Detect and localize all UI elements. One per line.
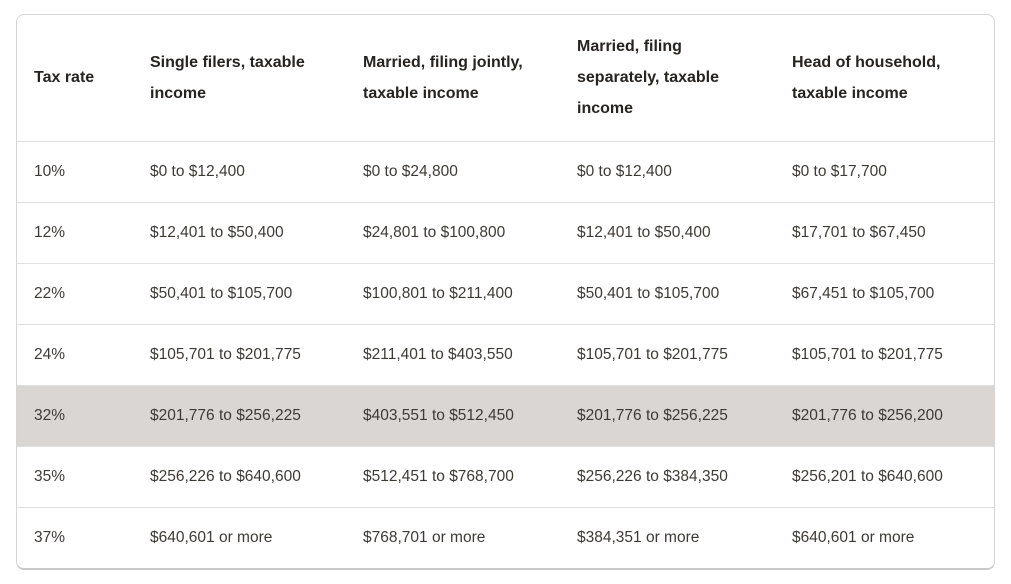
- income-range-cell: $0 to $17,700: [775, 140, 994, 202]
- income-range-cell: $256,226 to $384,350: [560, 445, 775, 507]
- table-row: 12% $12,401 to $50,400 $24,801 to $100,800…: [17, 201, 994, 263]
- income-range-cell: $201,776 to $256,200: [775, 384, 994, 446]
- tax-rate-cell: 24%: [17, 323, 133, 385]
- tax-rate-cell: 35%: [17, 445, 133, 507]
- income-range-cell: $50,401 to $105,700: [560, 262, 775, 324]
- income-range-cell: $50,401 to $105,700: [133, 262, 346, 324]
- table-row: 24% $105,701 to $201,775 $211,401 to $403,…: [17, 323, 994, 385]
- income-range-cell: $17,701 to $67,450: [775, 201, 994, 263]
- table-row: 32% $201,776 to $256,225 $403,551 to $512,…: [17, 384, 994, 446]
- column-header: Single filers, taxable income: [150, 53, 305, 102]
- income-range-cell: $640,601 or more: [775, 506, 994, 568]
- income-range-cell: $105,701 to $201,775: [775, 323, 994, 385]
- income-range-cell: $12,401 to $50,400: [560, 201, 775, 263]
- table-body: 10% $0 to $12,400 $0 to $24,800 $0 to $12,4…: [17, 140, 994, 568]
- tax-rate-cell: 10%: [17, 140, 133, 202]
- income-range-cell: $0 to $12,400: [133, 140, 346, 202]
- income-range-cell: $768,701 or more: [346, 506, 560, 568]
- column-header: Married, filing separately, taxable inco…: [577, 38, 720, 118]
- table-row: 37% $640,601 or more $768,701 or more $384,…: [17, 506, 994, 568]
- column-header: Head of household, taxable income: [792, 53, 941, 102]
- income-range-cell: $0 to $24,800: [346, 140, 560, 202]
- income-range-cell: $256,226 to $640,600: [133, 445, 346, 507]
- income-range-cell: $201,776 to $256,225: [560, 384, 775, 446]
- income-range-cell: $24,801 to $100,800: [346, 201, 560, 263]
- income-range-cell: $256,201 to $640,600: [775, 445, 994, 507]
- table-row: 22% $50,401 to $105,700 $100,801 to $211,4…: [17, 262, 994, 324]
- table-row: 10% $0 to $12,400 $0 to $24,800 $0 to $12,4…: [17, 140, 994, 202]
- income-range-cell: $100,801 to $211,400: [346, 262, 560, 324]
- tax-rate-cell: 22%: [17, 262, 133, 324]
- income-range-cell: $211,401 to $403,550: [346, 323, 560, 385]
- income-range-cell: $105,701 to $201,775: [133, 323, 346, 385]
- column-header: Tax rate: [34, 69, 95, 87]
- tax-rate-cell: 32%: [17, 384, 133, 446]
- tax-rate-cell: 12%: [17, 201, 133, 263]
- income-range-cell: $640,601 or more: [133, 506, 346, 568]
- income-range-cell: $201,776 to $256,225: [133, 384, 346, 446]
- income-range-cell: $403,551 to $512,450: [346, 384, 560, 446]
- header-row: Tax rate Single filers, taxable income Mar…: [17, 15, 994, 141]
- column-header: Married, filing jointly, taxable income: [363, 53, 523, 102]
- income-range-cell: $67,451 to $105,700: [775, 262, 994, 324]
- income-range-cell: $12,401 to $50,400: [133, 201, 346, 263]
- income-range-cell: $0 to $12,400: [560, 140, 775, 202]
- income-range-cell: $512,451 to $768,700: [346, 445, 560, 507]
- income-range-cell: $384,351 or more: [560, 506, 775, 568]
- tax-brackets-table: Tax rate Single filers, taxable income Mar…: [17, 15, 994, 568]
- income-range-cell: $105,701 to $201,775: [560, 323, 775, 385]
- tax-rate-table: Tax rate Single filers, taxable income Mar…: [16, 14, 995, 570]
- table-row: 35% $256,226 to $640,600 $512,451 to $768,…: [17, 445, 994, 507]
- tax-rate-cell: 37%: [17, 506, 133, 568]
